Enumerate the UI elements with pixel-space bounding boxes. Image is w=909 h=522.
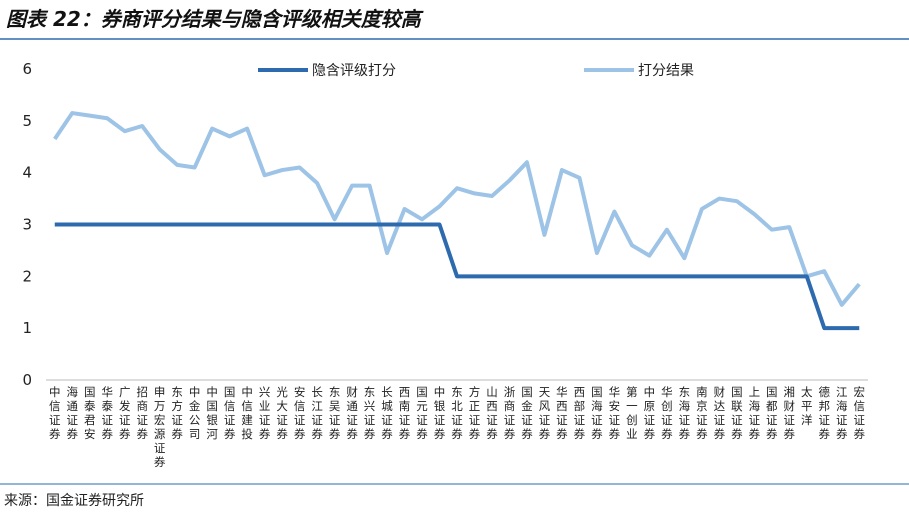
legend-label: 隐含评级打分 <box>312 62 396 79</box>
y-tick-label: 2 <box>22 267 32 285</box>
x-tick-label: 山西证券 <box>485 386 499 442</box>
x-tick-label: 东吴证券 <box>328 386 342 442</box>
y-tick-label: 4 <box>22 164 32 182</box>
x-tick-label: 东兴证券 <box>363 386 377 442</box>
x-tick-label: 中国银河 <box>205 386 219 442</box>
y-tick-label: 5 <box>22 112 32 130</box>
x-tick-label: 财通证券 <box>345 385 359 442</box>
x-tick-label: 中银证券 <box>433 386 447 442</box>
x-tick-label: 国泰君安 <box>83 386 97 442</box>
x-tick-label: 华西证券 <box>555 385 569 442</box>
y-tick-label: 3 <box>22 216 32 234</box>
x-tick-label: 太平洋 <box>800 386 814 428</box>
x-tick-label: 长城证券 <box>380 386 394 442</box>
y-tick-label: 1 <box>22 319 32 337</box>
chart-title: 图表 22：券商评分结果与隐含评级相关度较高 <box>6 7 424 31</box>
x-tick-label: 国都证券 <box>765 386 779 442</box>
x-tick-label: 长江证券 <box>310 386 324 442</box>
x-tick-label: 国元证券 <box>415 386 429 442</box>
x-tick-label: 招商证券 <box>135 385 149 442</box>
x-tick-label: 华泰证券 <box>100 385 114 442</box>
x-tick-label: 宏信证券 <box>852 385 866 442</box>
x-tick-label: 中信证券 <box>48 386 62 442</box>
x-tick-label: 国信证券 <box>223 386 237 442</box>
x-tick-label: 兴业证券 <box>258 386 272 442</box>
x-tick-label: 第一创业 <box>625 385 639 442</box>
x-tick-label: 浙商证券 <box>502 386 516 442</box>
series-line <box>53 111 861 307</box>
x-tick-label: 国金证券 <box>520 386 534 442</box>
x-tick-label: 方正证券 <box>467 385 481 442</box>
y-tick-label: 0 <box>22 371 32 389</box>
series-line <box>54 222 860 331</box>
x-tick-label: 东北证券 <box>450 386 464 442</box>
x-tick-label: 华创证券 <box>660 385 674 442</box>
x-tick-label: 中原证券 <box>642 386 656 442</box>
x-tick-label: 上海证券 <box>747 386 761 442</box>
x-tick-label: 国海证券 <box>590 386 604 442</box>
x-tick-label: 安信证券 <box>293 385 307 442</box>
x-tick-label: 天风证券 <box>537 386 551 442</box>
x-tick-label: 申万宏源证券 <box>153 386 167 470</box>
x-tick-label: 光大证券 <box>275 385 289 442</box>
x-tick-label: 德邦证券 <box>817 385 831 442</box>
x-tick-label: 东方证券 <box>170 386 184 442</box>
x-tick-label: 湘财证券 <box>782 385 796 442</box>
x-tick-label: 国联证券 <box>730 386 744 442</box>
x-tick-label: 广发证券 <box>118 386 132 442</box>
x-tick-label: 江海证券 <box>835 386 849 442</box>
x-tick-label: 海通证券 <box>65 385 79 442</box>
source: 来源：国金证券研究所 <box>4 493 144 509</box>
x-tick-label: 中信建投 <box>240 386 254 442</box>
x-tick-label: 财达证券 <box>712 385 726 442</box>
x-tick-label: 西南证券 <box>398 386 412 442</box>
x-tick-label: 中金公司 <box>188 386 202 442</box>
x-tick-label: 华安证券 <box>607 385 621 442</box>
x-tick-label: 东海证券 <box>677 386 691 442</box>
legend-label: 打分结果 <box>638 62 694 79</box>
x-tick-label: 南京证券 <box>695 385 709 442</box>
y-tick-label: 6 <box>22 60 32 78</box>
x-tick-label: 西部证券 <box>572 386 586 442</box>
